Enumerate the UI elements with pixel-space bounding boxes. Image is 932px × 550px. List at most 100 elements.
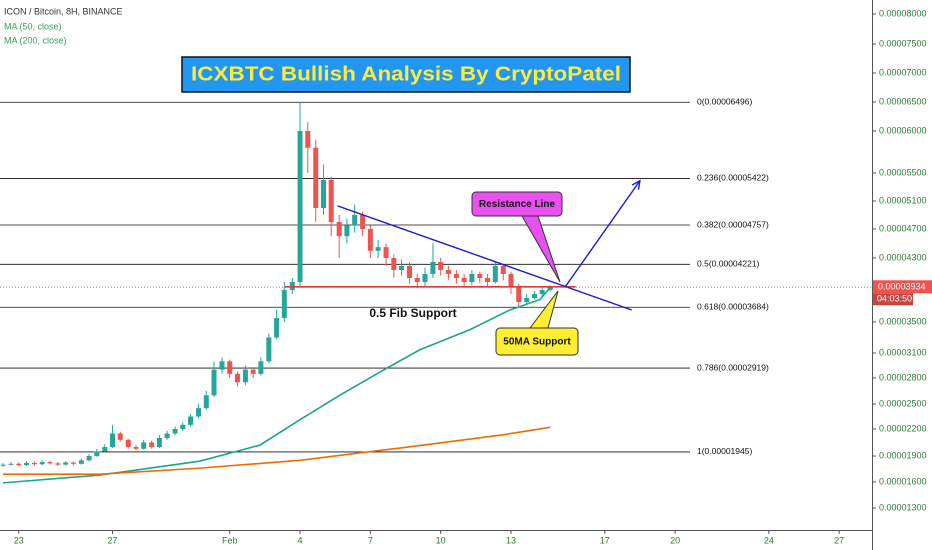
y-tick-label: 0.00006500 — [879, 96, 927, 106]
candle-body — [31, 462, 37, 465]
candle-body — [242, 369, 248, 383]
fib-label: 0.382(0.00004757) — [697, 219, 769, 229]
candle-body — [367, 229, 373, 251]
candle-body — [485, 278, 491, 282]
candle-body — [508, 274, 514, 286]
candle-body — [422, 274, 428, 282]
candle-body — [258, 361, 264, 374]
symbol-label: ICON / Bitcoin, 8H, BINANCE — [4, 6, 123, 16]
candle-body — [305, 131, 311, 148]
candle-body — [94, 451, 100, 456]
candle-body — [430, 262, 436, 274]
candle-body — [188, 416, 194, 425]
x-tick-label: 7 — [368, 535, 373, 545]
candle-body — [117, 433, 123, 440]
fib-label: 0.786(0.00002919) — [697, 362, 769, 372]
countdown-label: 04:03:50 — [877, 294, 912, 304]
callout-text: Resistance Line — [479, 199, 556, 210]
y-tick-label: 0.00008000 — [879, 8, 927, 18]
candle-body — [149, 442, 155, 447]
candle-body — [203, 395, 209, 409]
candle-body — [469, 274, 475, 282]
candle-body — [250, 369, 256, 374]
y-tick-label: 0.00003500 — [879, 316, 927, 326]
x-tick-label: 20 — [670, 535, 680, 545]
candle-body — [211, 369, 217, 396]
fib-label: 0(0.00006496) — [697, 96, 752, 106]
candle-body — [281, 290, 287, 318]
candle-body — [110, 433, 116, 447]
candle-body — [500, 266, 506, 274]
candle-body — [524, 298, 530, 302]
candle-body — [172, 429, 178, 434]
moving-average — [3, 426, 551, 476]
candle-body — [320, 180, 326, 208]
candle-body — [407, 266, 413, 278]
y-tick-label: 0.00001900 — [879, 450, 927, 460]
candle-body — [164, 433, 170, 438]
candle-body — [266, 337, 272, 362]
candle-body — [196, 408, 202, 417]
x-tick-label: Feb — [222, 535, 238, 545]
candle-body — [336, 222, 342, 237]
x-tick-label: 17 — [600, 535, 610, 545]
y-tick-label: 0.00006000 — [879, 125, 927, 135]
ma-support-callout: 50MA Support — [495, 290, 579, 356]
resistance-callout: Resistance Line — [471, 191, 563, 283]
x-tick-label: 23 — [14, 535, 24, 545]
candle-body — [39, 462, 45, 465]
y-tick-label: 0.00001600 — [879, 476, 927, 486]
y-tick-label: 0.00004300 — [879, 252, 927, 262]
x-tick-label: 27 — [834, 535, 844, 545]
candle-body — [141, 442, 147, 449]
y-tick-label: 0.00001300 — [879, 502, 927, 512]
candle-body — [391, 258, 397, 270]
plot-layer: 0(0.00006496) 0.236(0.00005422) 0.382(0.00… — [0, 96, 872, 484]
legend-entry: MA (200, close) — [4, 35, 67, 45]
fib-label: 0.618(0.00003684) — [697, 302, 769, 312]
candle-body — [383, 247, 389, 258]
candle-body — [461, 278, 467, 282]
x-tick-label: 10 — [436, 535, 446, 545]
candle-body — [297, 131, 303, 282]
candle-body — [344, 225, 350, 237]
x-tick-label: 27 — [108, 535, 118, 545]
candle-body — [352, 215, 358, 226]
candle-body — [63, 462, 69, 465]
candle-body — [492, 266, 498, 282]
candle-body — [0, 464, 6, 466]
callout-box — [471, 191, 563, 217]
arrow-head — [631, 179, 641, 190]
fib-label: 0.236(0.00005422) — [697, 173, 769, 183]
x-tick-label: 24 — [764, 535, 774, 545]
candle-body — [125, 439, 131, 447]
candle-body — [180, 424, 186, 429]
candle-body — [453, 274, 459, 278]
candle-body — [313, 147, 319, 208]
candle-body — [375, 247, 381, 251]
last-price-box — [873, 280, 932, 294]
candle-body — [328, 180, 334, 222]
y-tick-label: 0.00003100 — [879, 347, 927, 357]
title-box — [181, 56, 631, 93]
callout-text: 50MA Support — [503, 337, 571, 348]
candle-body — [227, 361, 233, 374]
x-tick-label: 4 — [298, 535, 303, 545]
y-tick-label: 0.00002800 — [879, 372, 927, 382]
candle-body — [55, 463, 61, 465]
candle-body — [86, 456, 92, 461]
candle-body — [16, 463, 22, 466]
x-tick-label: 13 — [506, 535, 516, 545]
candle-body — [477, 274, 483, 278]
y-tick-label: 0.00005100 — [879, 195, 927, 205]
title-banner: ICXBTC Bullish Analysis By CryptoPatel — [181, 56, 631, 93]
candle-body — [539, 290, 545, 294]
countdown-box — [873, 293, 913, 306]
fib-label: 0.5(0.00004221) — [697, 259, 760, 269]
fib-label: 1(0.00001945) — [697, 446, 752, 456]
candle-body — [531, 294, 537, 298]
y-tick-label: 0.00004700 — [879, 223, 927, 233]
candle-body — [47, 462, 53, 464]
candle-body — [516, 286, 522, 302]
